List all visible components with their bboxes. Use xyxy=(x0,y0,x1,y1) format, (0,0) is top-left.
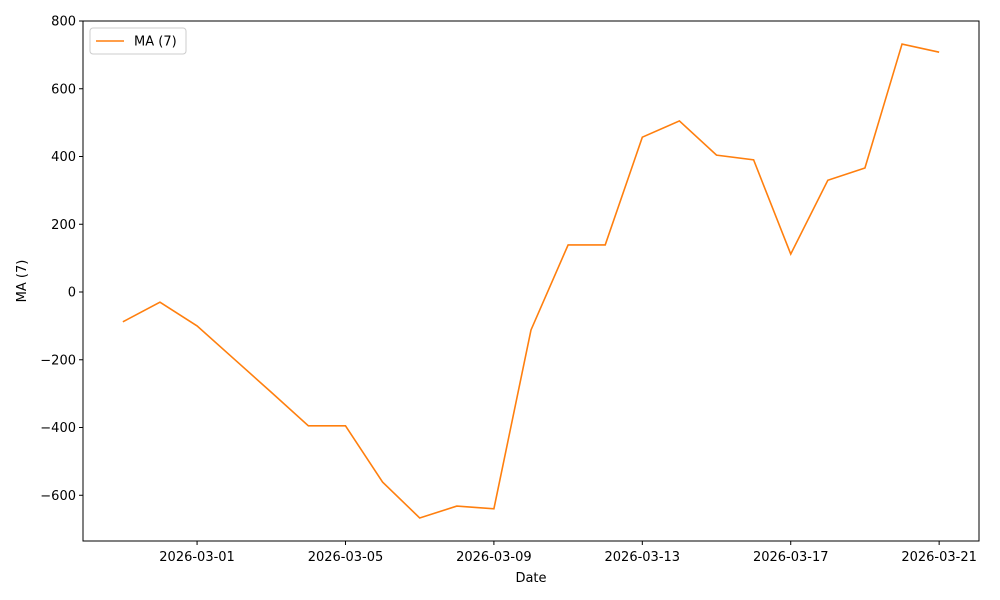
line xyxy=(122,43,940,519)
legend-label: MA (7) xyxy=(134,35,177,50)
plot-frame xyxy=(82,20,980,542)
x-axis-label: Date xyxy=(515,571,546,586)
y-tick-label: 800 xyxy=(51,15,76,30)
x-tick-label: 2026-03-21 xyxy=(901,550,977,565)
y-tick-label: −400 xyxy=(40,421,76,436)
x-tick-label: 2026-03-09 xyxy=(456,550,532,565)
x-tick-label: 2026-03-13 xyxy=(605,550,681,565)
y-tick-label: −200 xyxy=(40,353,76,368)
y-tick-label: 0 xyxy=(68,286,76,301)
y-tick-label: −600 xyxy=(40,489,76,504)
y-axis-label: MA (7) xyxy=(15,260,30,303)
y-tick-label: 400 xyxy=(51,150,76,165)
y-tick-label: 200 xyxy=(51,218,76,233)
x-tick-label: 2026-03-05 xyxy=(308,550,384,565)
x-tick-label: 2026-03-17 xyxy=(753,550,829,565)
x-tick-label: 2026-03-01 xyxy=(159,550,235,565)
y-tick-label: 600 xyxy=(51,82,76,97)
legend-box xyxy=(89,27,187,55)
legend: MA (7) xyxy=(89,27,187,55)
